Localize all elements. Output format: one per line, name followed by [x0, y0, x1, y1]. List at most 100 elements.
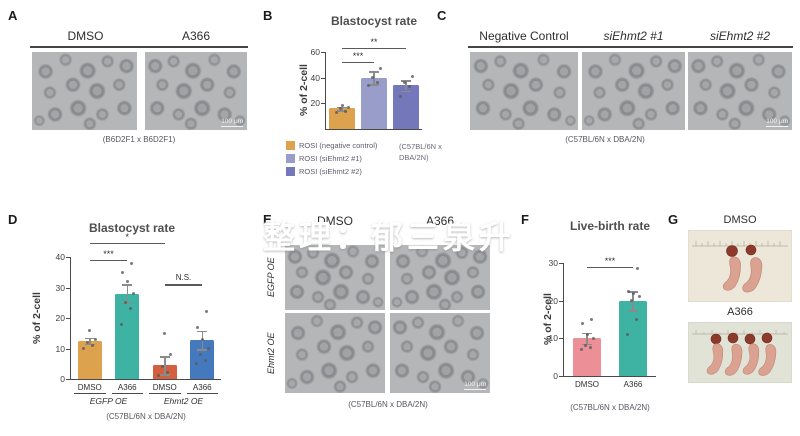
error-bar-cap	[369, 71, 379, 73]
panel-f-letter: F	[521, 212, 529, 227]
x-tick-label: DMSO	[74, 383, 106, 394]
micro-image-e-ehmt2-dmso	[285, 313, 385, 393]
bar	[393, 85, 419, 129]
data-point	[338, 106, 342, 110]
bar	[361, 77, 387, 129]
y-tick-label: 20	[55, 313, 65, 323]
panel-c-header-si1: siEhmt2 #1	[603, 29, 664, 43]
panel-b-strain-note: (C57BL/6N x DBA/2N)	[399, 142, 442, 162]
y-tick-mark	[321, 52, 325, 53]
placenta	[744, 333, 756, 345]
data-point	[631, 291, 635, 295]
data-point	[94, 337, 98, 341]
data-point	[591, 336, 595, 340]
data-point	[206, 347, 210, 350]
data-point	[585, 333, 589, 337]
x-group-label: Ehmt2 OE	[163, 396, 204, 406]
significance-line	[342, 48, 406, 50]
error-bar-cap	[401, 90, 411, 92]
y-tick-label: 0	[553, 371, 558, 381]
error-bar-cap	[197, 349, 208, 351]
x-group-label: EGFP OE	[89, 396, 128, 406]
legend-label: ROSI (negative control)	[299, 141, 378, 150]
y-tick-mark	[66, 287, 70, 289]
significance-line	[89, 243, 165, 245]
error-bar-cap	[369, 84, 379, 86]
error-bar-cap	[337, 106, 347, 109]
y-tick-label: 40	[55, 252, 65, 262]
y-tick-mark	[559, 338, 563, 340]
y-axis-label: % of 2-cell	[31, 292, 43, 344]
panel-g-title-a366: A366	[727, 306, 753, 318]
data-point	[161, 365, 165, 369]
x-tick-label: DMSO	[575, 380, 599, 389]
chart-title: Blastocyst rate	[88, 221, 176, 235]
y-tick-label: 40	[310, 72, 320, 83]
y-tick-mark	[559, 300, 563, 302]
y-tick-mark	[559, 376, 563, 377]
chart-title: Live-birth rate	[569, 219, 650, 233]
error-bar-cap	[197, 330, 208, 333]
data-point	[88, 328, 92, 332]
x-tick-label: DMSO	[149, 383, 181, 394]
data-point	[588, 346, 592, 350]
error-bar-cap	[159, 374, 170, 376]
chart-live-birth-rate: Live-birth rate % of 2-cell 0 10 20 30 DMSO A36…	[542, 219, 656, 412]
error-bar-cap	[582, 343, 592, 346]
data-point	[203, 359, 207, 363]
x-tick-label: A366	[111, 383, 143, 394]
placenta	[727, 332, 739, 344]
panel-g-title-dmso: DMSO	[723, 214, 757, 226]
y-tick-mark	[321, 103, 325, 105]
error-bar-line	[126, 284, 128, 303]
micro-image-c-nc	[470, 52, 578, 130]
data-point	[637, 295, 641, 299]
micro-image-c-si2: 100 μm	[688, 52, 792, 130]
placenta	[726, 245, 738, 257]
y-axis-label: % of 2-cell	[542, 293, 554, 346]
panel-a-header-rule	[30, 46, 248, 48]
panel-a-caption: (B6D2F1 x B6D2F1)	[102, 135, 176, 144]
panel-b-letter: B	[263, 8, 273, 23]
data-point	[129, 261, 133, 265]
chart-caption: (C57BL/6N x DBA/2N)	[570, 403, 650, 412]
chart-blastocyst-rate-rosi: Blastocyst rate% of 2-cell 20 40 60 *** **	[298, 14, 422, 130]
chart-caption: (C57BL/6N x DBA/2N)	[106, 412, 186, 421]
legend-item: ROSI (siEhmt2 #1)	[286, 152, 377, 165]
significance-label: ***	[604, 255, 616, 266]
data-point	[82, 347, 86, 350]
y-tick-label: 20	[310, 98, 320, 109]
data-point	[378, 67, 382, 71]
data-point	[346, 105, 350, 109]
data-point	[131, 292, 135, 296]
micro-image-a-a366: 100 μm	[145, 52, 247, 130]
pup-photo-dmso	[688, 230, 792, 302]
placenta	[761, 332, 773, 344]
panel-e-header-a366: A366	[425, 214, 455, 228]
data-point	[120, 270, 124, 274]
data-point	[128, 307, 132, 311]
data-point	[634, 318, 638, 321]
significance-label: N.S.	[175, 273, 192, 283]
pup-photo-a366	[688, 322, 792, 383]
panel-g-letter: G	[668, 212, 679, 227]
significance-label: **	[370, 37, 378, 48]
data-point	[580, 321, 584, 325]
error-bar-cap	[337, 110, 347, 112]
panel-a-letter: A	[8, 8, 18, 23]
error-bar-line	[164, 356, 166, 375]
significance-line	[89, 260, 128, 262]
chart-title: Blastocyst rate	[330, 14, 418, 28]
panel-d-letter: D	[8, 212, 18, 227]
x-tick-label: A366	[623, 380, 643, 389]
panel-a-header-dmso: DMSO	[67, 29, 104, 43]
y-tick-label: 30	[548, 258, 558, 268]
y-tick-label: 30	[55, 282, 65, 293]
panel-c-header-si2: siEhmt2 #2	[709, 29, 771, 43]
data-point	[343, 109, 347, 113]
error-bar-line	[586, 332, 588, 344]
bar	[77, 340, 102, 379]
y-tick-label: 0	[60, 374, 65, 384]
data-point	[375, 81, 379, 85]
data-point	[370, 76, 374, 80]
